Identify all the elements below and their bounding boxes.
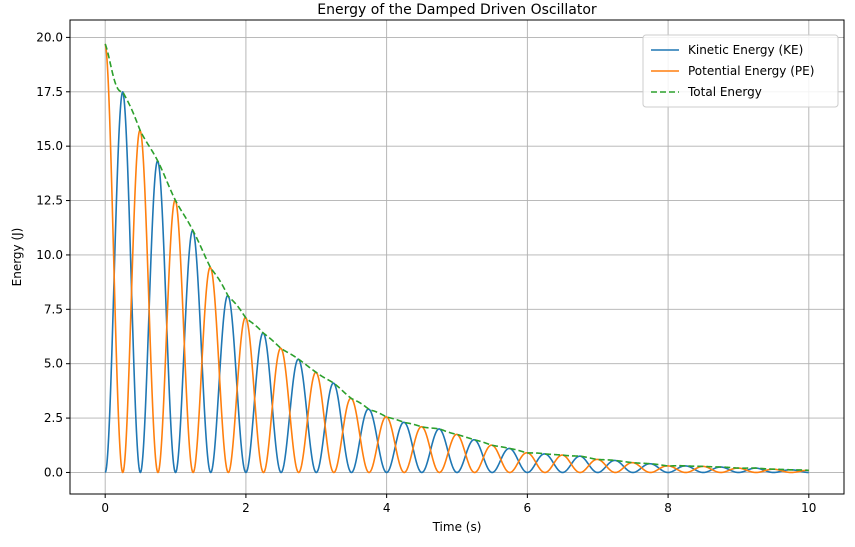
y-tick-label: 12.5: [36, 194, 63, 208]
legend-label: Total Energy: [687, 85, 762, 99]
ke-series-line: [104, 90, 810, 474]
pe-series-line: [104, 43, 810, 474]
y-tick-label: 0.0: [44, 465, 63, 479]
y-tick-label: 2.5: [44, 411, 63, 425]
legend-label: Potential Energy (PE): [688, 64, 814, 78]
chart-title: Energy of the Damped Driven Oscillator: [317, 2, 597, 18]
y-axis-label: Energy (J): [10, 228, 24, 287]
plot-frame: [69, 19, 845, 495]
legend: Kinetic Energy (KE) Potential Energy (PE)…: [642, 34, 839, 108]
ticks: 0 2 4 6 8 10 0.0 2.5 5.0 7.5 10.0 12.5 15.0 17.5 20.0: [36, 30, 816, 515]
x-tick-label: 0: [101, 501, 109, 515]
x-tick-label: 4: [383, 501, 391, 515]
legend-label: Kinetic Energy (KE): [688, 43, 803, 57]
x-tick-label: 6: [524, 501, 532, 515]
x-tick-label: 10: [801, 501, 816, 515]
y-tick-label: 5.0: [44, 357, 63, 371]
x-tick-label: 2: [242, 501, 250, 515]
y-tick-label: 20.0: [36, 30, 63, 44]
legend-box: [642, 34, 839, 108]
y-tick-label: 10.0: [36, 248, 63, 262]
total-energy-series-line: [104, 43, 810, 472]
y-tick-label: 7.5: [44, 302, 63, 316]
series-layer: [104, 43, 810, 474]
y-tick-label: 15.0: [36, 139, 63, 153]
y-tick-label: 17.5: [36, 85, 63, 99]
x-tick-label: 8: [664, 501, 672, 515]
x-axis-label: Time (s): [432, 520, 482, 534]
